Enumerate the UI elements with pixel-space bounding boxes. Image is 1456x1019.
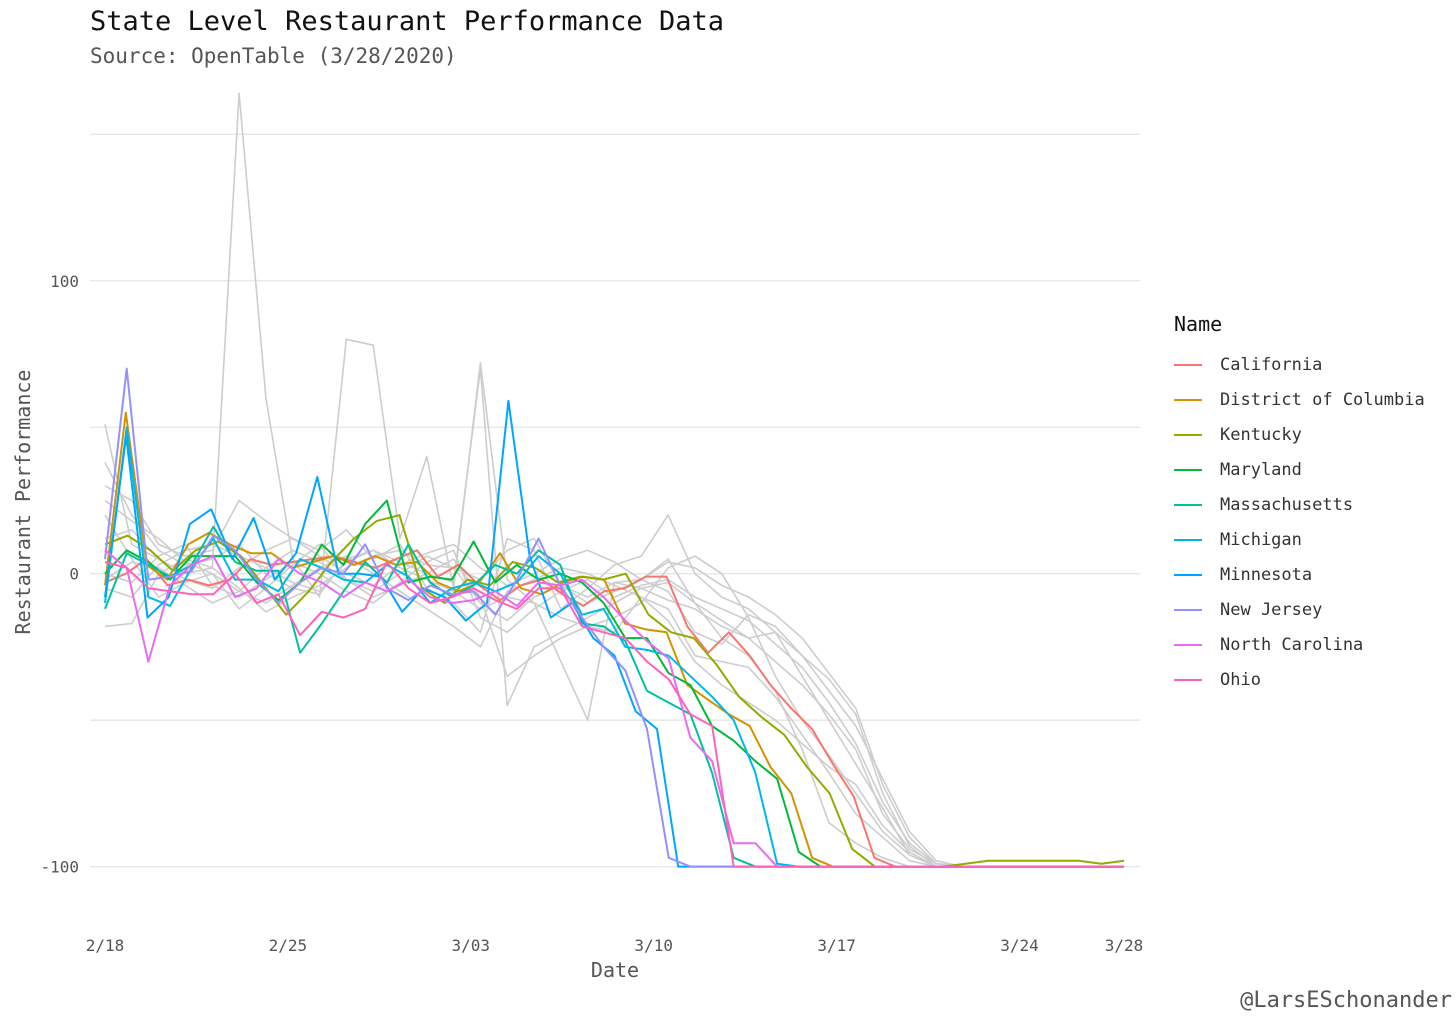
y-tick-label: 100 (50, 272, 79, 291)
legend-swatch (1174, 503, 1202, 506)
legend-swatch (1174, 678, 1202, 681)
legend-item: Michigan (1174, 522, 1425, 557)
series-line-michigan (104, 426, 1124, 868)
legend-label: North Carolina (1220, 634, 1364, 655)
series-line-district-of-columbia (104, 411, 1124, 868)
legend-item: District of Columbia (1174, 382, 1425, 417)
background-line (104, 543, 1124, 868)
legend-swatch (1174, 398, 1202, 401)
x-tick-label: 3/28 (1105, 936, 1144, 955)
x-tick-label: 2/25 (269, 936, 308, 955)
legend-item: North Carolina (1174, 627, 1425, 662)
legend-label: Ohio (1220, 669, 1261, 690)
legend-swatch (1174, 643, 1202, 646)
chart-subtitle: Source: OpenTable (3/28/2020) (90, 44, 457, 68)
x-tick-labels: 2/18 2/25 3/03 3/10 3/17 3/24 3/28 (86, 936, 1144, 955)
y-axis-title: Restaurant Performance (11, 370, 35, 635)
legend-item: New Jersey (1174, 592, 1425, 627)
background-line (104, 543, 1124, 868)
series-line-kentucky (104, 514, 1125, 868)
y-tick-label: 0 (69, 565, 79, 584)
x-tick-label: 2/18 (86, 936, 125, 955)
legend: Name California District of Columbia Kentu… (1174, 312, 1425, 697)
x-axis-title: Date (591, 958, 639, 982)
y-tick-labels: 100 0 -100 (40, 272, 79, 877)
background-line (104, 514, 1124, 868)
legend-label: California (1220, 354, 1323, 375)
grid-lines (90, 133, 1140, 868)
y-tick-label: -100 (40, 858, 79, 877)
author-credit: @LarsESchonander (1240, 988, 1452, 1013)
legend-item: Massachusetts (1174, 487, 1425, 522)
legend-swatch (1174, 538, 1202, 541)
legend-label: Massachusetts (1220, 494, 1354, 515)
legend-label: Minnesota (1220, 564, 1313, 585)
legend-items: California District of Columbia Kentucky Ma… (1174, 347, 1425, 697)
background-line (104, 92, 1124, 868)
x-tick-label: 3/10 (634, 936, 673, 955)
legend-label: New Jersey (1220, 599, 1323, 620)
x-tick-label: 3/17 (817, 936, 856, 955)
legend-swatch (1174, 363, 1202, 366)
legend-swatch (1174, 573, 1202, 576)
legend-title: Name (1174, 312, 1223, 336)
background-line (104, 485, 1124, 868)
x-tick-label: 3/24 (1000, 936, 1039, 955)
legend-swatch (1174, 433, 1202, 436)
legend-item: Kentucky (1174, 417, 1425, 452)
chart-title: State Level Restaurant Performance Data (90, 6, 724, 37)
legend-item: California (1174, 347, 1425, 382)
legend-swatch (1174, 608, 1202, 611)
series-line-ohio (104, 561, 1124, 868)
highlighted-state-lines (104, 367, 1125, 868)
legend-swatch (1174, 468, 1202, 471)
background-state-lines (104, 92, 1124, 868)
x-tick-label: 3/03 (452, 936, 491, 955)
legend-item: Ohio (1174, 662, 1425, 697)
legend-item: Maryland (1174, 452, 1425, 487)
legend-label: Kentucky (1220, 424, 1302, 445)
legend-item: Minnesota (1174, 557, 1425, 592)
legend-label: Maryland (1220, 459, 1302, 480)
legend-label: District of Columbia (1220, 389, 1425, 410)
legend-label: Michigan (1220, 529, 1302, 550)
